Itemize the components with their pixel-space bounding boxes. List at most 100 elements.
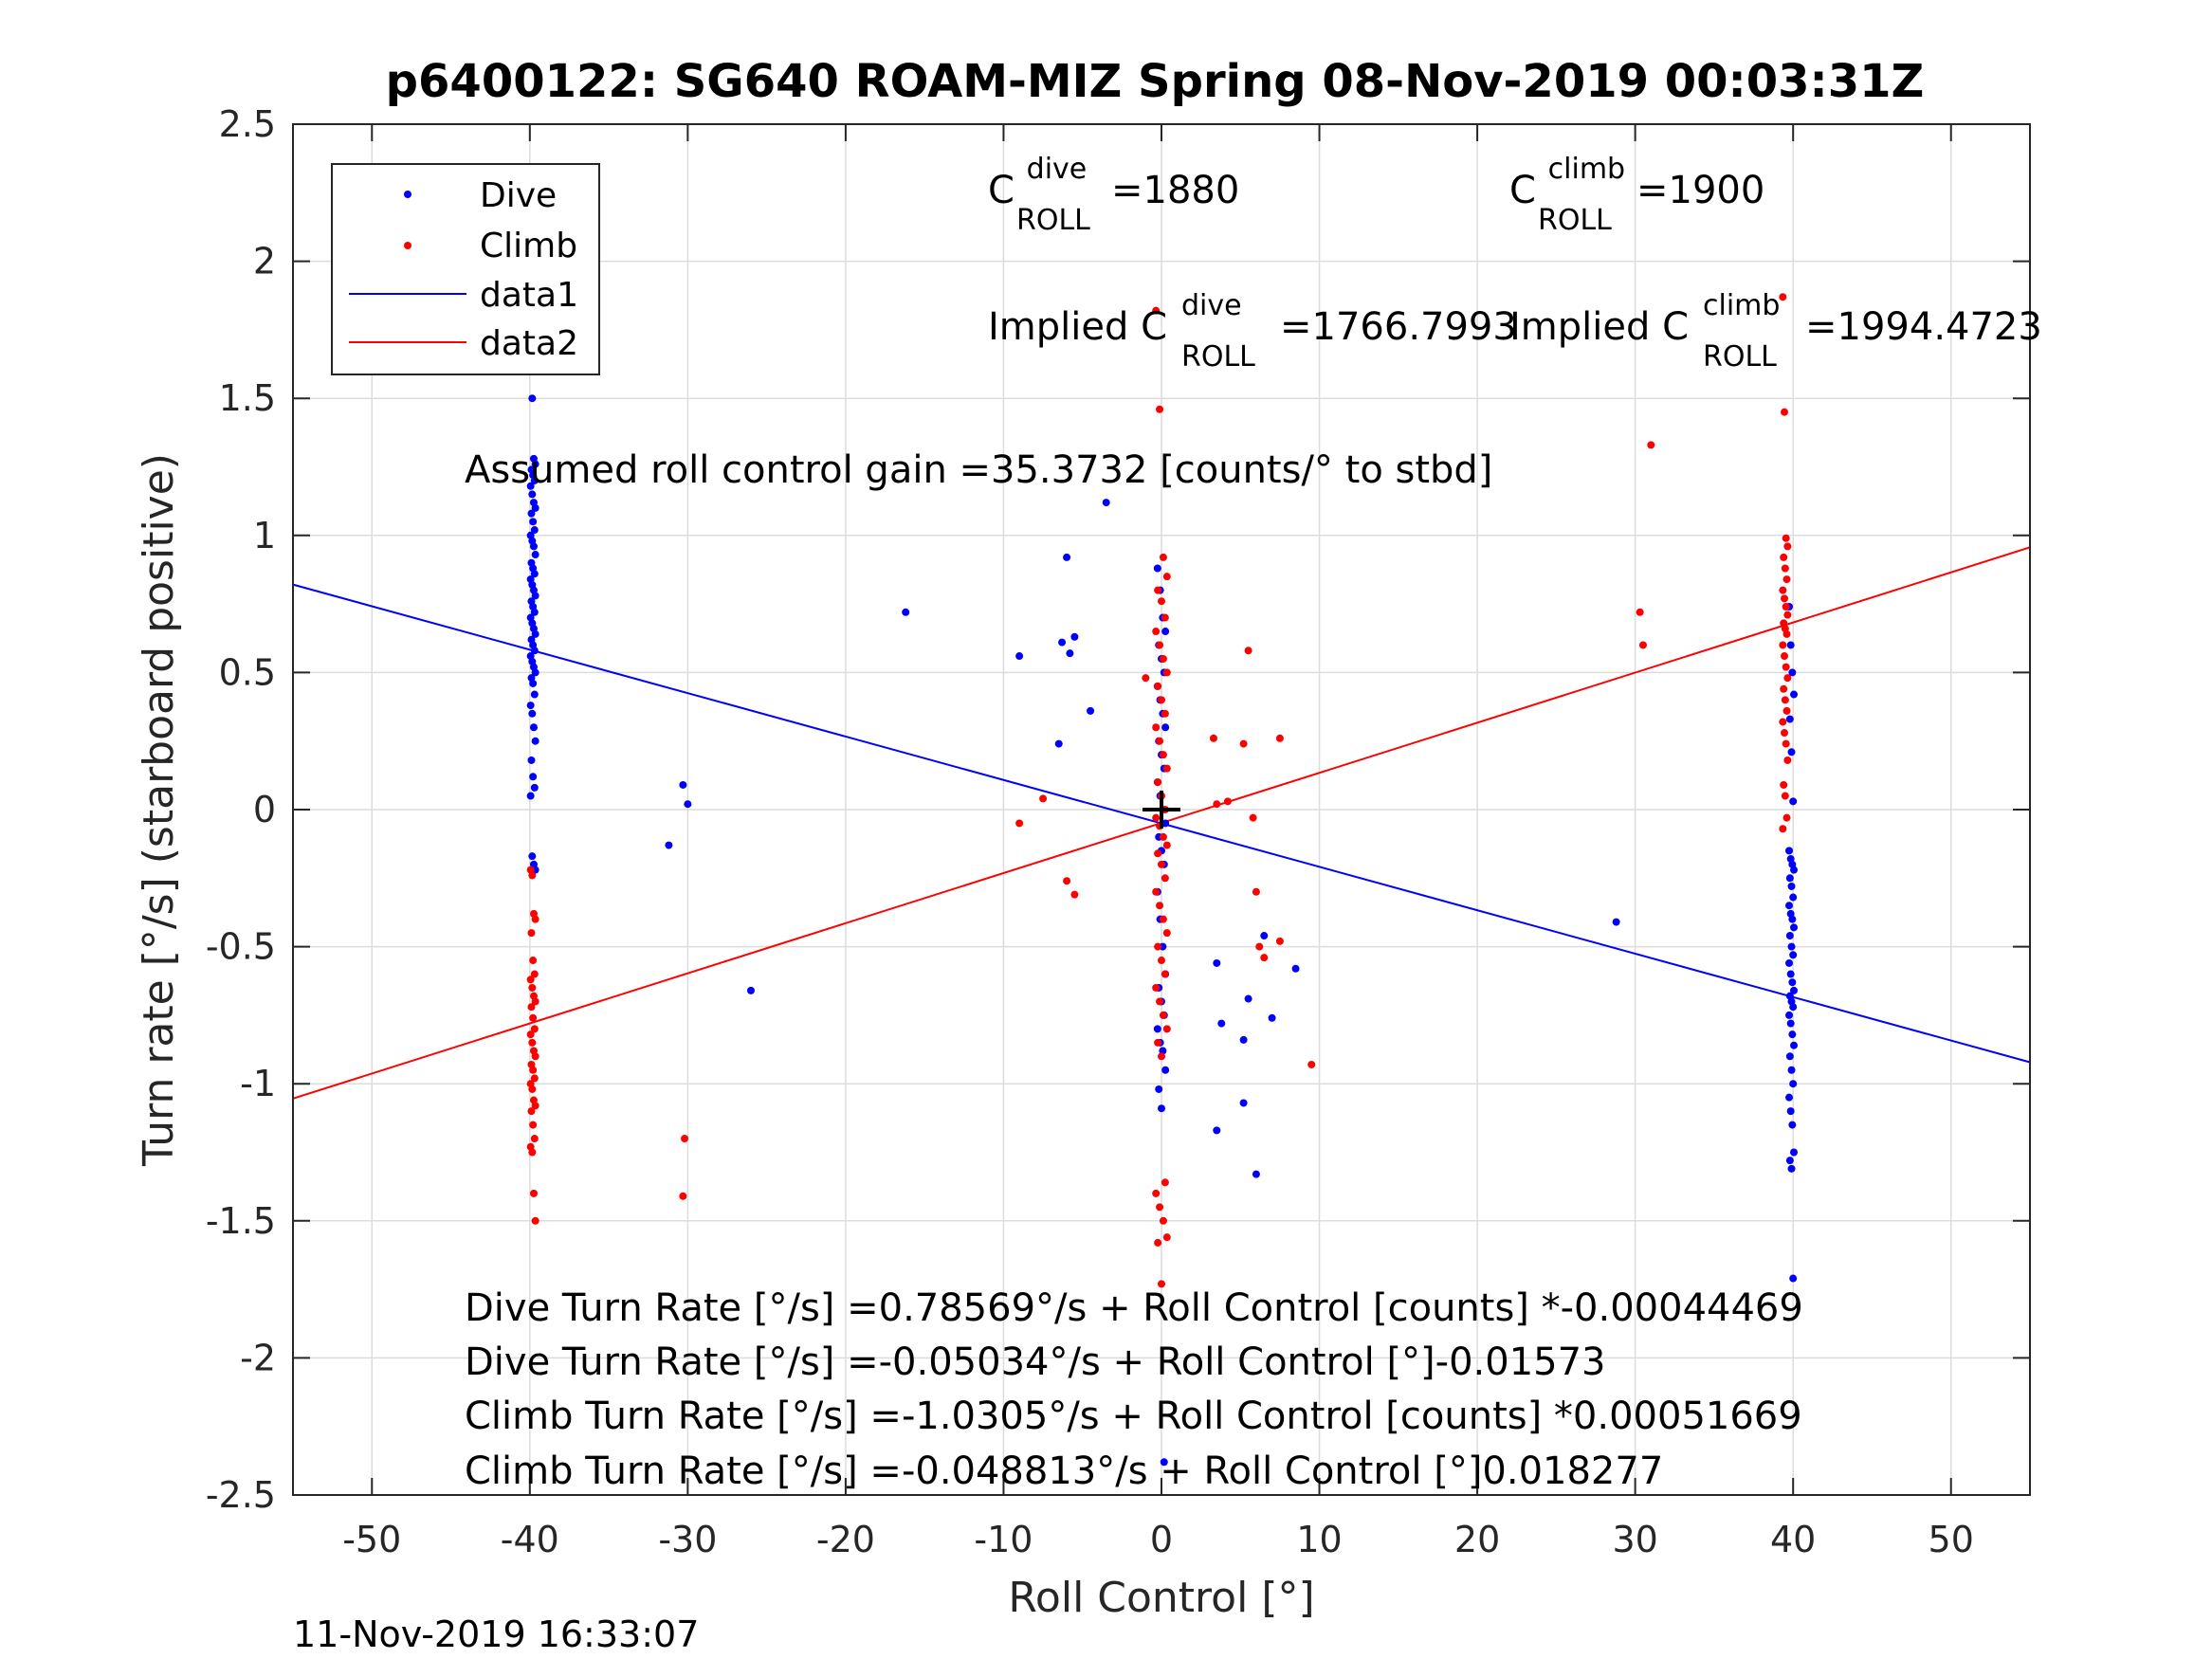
climb-point bbox=[526, 975, 535, 984]
climb-point bbox=[1152, 628, 1161, 636]
climb-point bbox=[1159, 654, 1167, 663]
dive-point bbox=[1790, 1041, 1799, 1049]
y-tick-label: -2 bbox=[240, 1337, 276, 1378]
dive-point bbox=[1789, 1080, 1798, 1088]
implied-climb-prefix: Implied C bbox=[1509, 305, 1689, 349]
climb-point bbox=[527, 1107, 536, 1116]
dive-point bbox=[1291, 964, 1300, 973]
climb-point bbox=[530, 1025, 539, 1033]
climb-point bbox=[1159, 1011, 1167, 1019]
climb-point bbox=[1162, 1233, 1171, 1242]
implied-climb-sub: ROLL bbox=[1703, 340, 1777, 374]
legend-dive-label: Dive bbox=[480, 176, 557, 215]
dive-point bbox=[1787, 748, 1796, 757]
dive-point bbox=[527, 509, 536, 518]
dive-point bbox=[1217, 1019, 1226, 1028]
climb-point bbox=[1159, 553, 1167, 561]
dive-point bbox=[1058, 638, 1067, 647]
climb-point bbox=[1159, 751, 1167, 759]
dive-point bbox=[529, 723, 538, 732]
climb-point bbox=[1782, 706, 1791, 715]
dive-point bbox=[1789, 951, 1798, 959]
dive-point bbox=[1213, 1126, 1221, 1135]
implied-dive-sub: ROLL bbox=[1181, 340, 1255, 374]
dive-point bbox=[528, 394, 537, 403]
climb-point bbox=[679, 1192, 687, 1200]
dive-point bbox=[529, 679, 538, 687]
dive-point bbox=[1785, 1157, 1794, 1165]
legend-data2-label: data2 bbox=[480, 324, 578, 363]
x-tick-label: 0 bbox=[1150, 1519, 1173, 1560]
dive-point bbox=[1785, 902, 1794, 910]
y-axis-label: Turn rate [°/s] (starboard positive) bbox=[135, 453, 183, 1167]
climb-point bbox=[1780, 553, 1788, 561]
dive-point bbox=[1787, 1164, 1796, 1173]
climb-point bbox=[530, 1074, 539, 1083]
dive-point bbox=[1239, 1035, 1248, 1044]
dive-point bbox=[1153, 1025, 1161, 1033]
x-tick-label: 50 bbox=[1929, 1519, 1974, 1560]
dive-point bbox=[1066, 649, 1074, 658]
dive-point bbox=[1786, 641, 1795, 649]
c-roll-climb-sub: ROLL bbox=[1538, 204, 1612, 237]
climb-point bbox=[1782, 629, 1791, 638]
climb-point bbox=[1213, 800, 1221, 809]
dive-point bbox=[1785, 958, 1794, 967]
climb-point bbox=[1781, 792, 1789, 800]
climb-point bbox=[1159, 1216, 1167, 1225]
climb-point bbox=[1142, 674, 1150, 683]
climb-point bbox=[1154, 1038, 1162, 1047]
x-tick-label: -40 bbox=[501, 1519, 559, 1560]
climb-point bbox=[1782, 534, 1790, 542]
climb-point bbox=[1154, 942, 1162, 951]
dive-point bbox=[530, 783, 539, 792]
climb-point bbox=[1307, 1060, 1316, 1068]
c-roll-dive-sup: dive bbox=[1027, 153, 1088, 186]
dive-point bbox=[530, 608, 539, 616]
fit-equation-4: Climb Turn Rate [°/s] =-0.048813°/s + Ro… bbox=[465, 1449, 1663, 1493]
x-tick-label: 10 bbox=[1296, 1519, 1342, 1560]
climb-point bbox=[1783, 674, 1792, 683]
dive-point bbox=[1161, 819, 1170, 828]
climb-point bbox=[1162, 764, 1171, 773]
dive-point bbox=[529, 518, 538, 526]
climb-point bbox=[1782, 813, 1791, 822]
c-roll-climb-base: C bbox=[1509, 169, 1536, 212]
dive-point bbox=[1015, 652, 1024, 661]
climb-point bbox=[1152, 1189, 1161, 1197]
climb-point bbox=[531, 1052, 539, 1061]
gain-annotation: Assumed roll control gain =35.3732 [coun… bbox=[465, 448, 1492, 492]
climb-point bbox=[1161, 613, 1169, 622]
dive-point bbox=[1786, 970, 1795, 978]
dive-point bbox=[1785, 1093, 1794, 1102]
climb-point bbox=[1152, 983, 1161, 992]
dive-point bbox=[1788, 978, 1797, 987]
c-roll-dive-annotation: C dive ROLL =1880 bbox=[988, 144, 1239, 239]
climb-point bbox=[1162, 668, 1171, 677]
climb-point bbox=[1152, 887, 1161, 896]
y-tick-label: -0.5 bbox=[206, 926, 276, 968]
climb-point bbox=[1159, 832, 1167, 841]
y-tick-label: -1 bbox=[240, 1063, 276, 1104]
dive-point bbox=[1612, 918, 1620, 926]
climb-point bbox=[1781, 564, 1789, 573]
fit-equation-2: Dive Turn Rate [°/s] =-0.05034°/s + Roll… bbox=[465, 1340, 1606, 1384]
climb-point bbox=[1162, 841, 1171, 849]
x-tick-label: 40 bbox=[1770, 1519, 1816, 1560]
climb-point bbox=[1158, 957, 1165, 965]
dive-point bbox=[531, 629, 539, 638]
climb-point bbox=[1779, 641, 1787, 649]
dive-point bbox=[530, 690, 539, 699]
dive-point bbox=[1789, 893, 1798, 902]
legend-dive-marker bbox=[404, 191, 411, 198]
dive-point bbox=[1785, 1052, 1794, 1061]
dive-point bbox=[1160, 1458, 1168, 1467]
climb-point bbox=[1015, 819, 1024, 828]
dive-point bbox=[531, 592, 539, 600]
climb-point bbox=[1161, 874, 1169, 883]
dive-point bbox=[1155, 1085, 1163, 1093]
climb-point bbox=[1156, 902, 1164, 910]
climb-point bbox=[529, 1013, 538, 1022]
dive-point bbox=[526, 792, 535, 800]
